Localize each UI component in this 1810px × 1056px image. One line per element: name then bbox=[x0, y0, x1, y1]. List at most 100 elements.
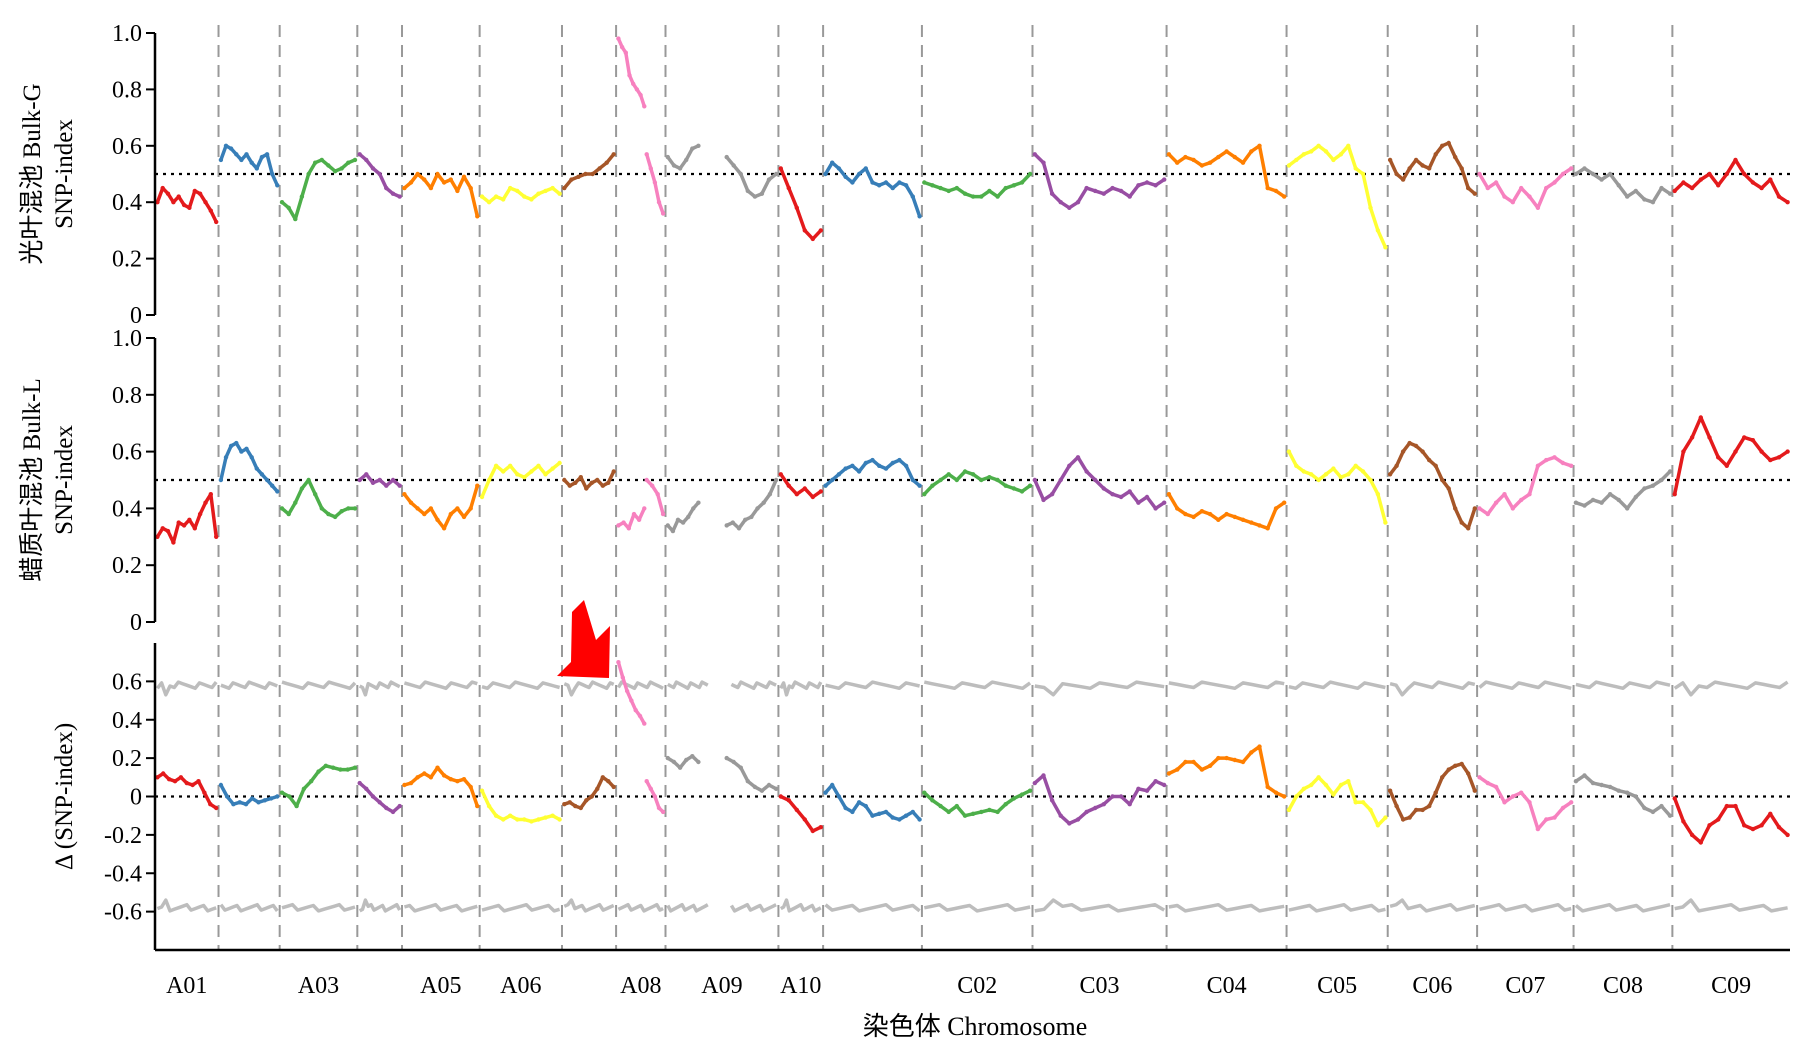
data-point bbox=[1041, 160, 1046, 165]
data-point bbox=[1067, 205, 1072, 210]
data-point bbox=[1573, 779, 1579, 784]
data-point bbox=[501, 197, 506, 202]
data-point bbox=[1166, 152, 1172, 157]
data-point bbox=[415, 775, 420, 780]
data-point bbox=[1368, 807, 1373, 813]
data-point bbox=[187, 205, 192, 210]
data-point bbox=[299, 486, 305, 491]
data-point bbox=[1110, 794, 1115, 799]
threshold-line-lower bbox=[923, 902, 1031, 913]
data-point bbox=[1519, 790, 1524, 795]
data-point bbox=[856, 469, 862, 474]
data-point bbox=[1224, 755, 1229, 761]
data-point bbox=[652, 794, 658, 799]
data-point bbox=[475, 214, 480, 219]
data-point bbox=[171, 200, 176, 205]
data-point bbox=[818, 489, 823, 494]
data-point bbox=[917, 483, 922, 488]
data-point bbox=[1759, 823, 1764, 828]
data-point bbox=[766, 782, 772, 788]
data-point bbox=[557, 817, 562, 822]
data-point bbox=[917, 214, 922, 219]
data-point bbox=[897, 817, 902, 822]
data-point bbox=[731, 759, 736, 765]
data-point bbox=[1625, 506, 1630, 511]
data-point bbox=[1084, 809, 1089, 815]
data-point bbox=[1191, 157, 1196, 163]
chromosome-tick-label: C08 bbox=[1603, 973, 1643, 999]
data-point bbox=[562, 185, 567, 191]
data-point bbox=[1544, 457, 1549, 463]
data-point bbox=[1659, 803, 1664, 809]
data-point bbox=[286, 511, 291, 517]
data-point bbox=[1733, 449, 1738, 454]
threshold-line-lower bbox=[1168, 902, 1285, 913]
y-tick-label: 1.0 bbox=[112, 21, 142, 47]
data-point bbox=[730, 520, 735, 525]
data-point bbox=[1240, 517, 1246, 522]
threshold-line-lower bbox=[824, 902, 921, 913]
data-point bbox=[1294, 463, 1299, 468]
data-point bbox=[1019, 489, 1025, 494]
data-point bbox=[696, 759, 701, 765]
data-point bbox=[1353, 463, 1358, 468]
data-point bbox=[1127, 802, 1132, 807]
data-point bbox=[656, 200, 662, 205]
threshold-line-upper bbox=[730, 680, 777, 691]
chromosome-tick-label: A09 bbox=[701, 973, 742, 999]
data-point bbox=[1642, 486, 1647, 491]
data-point bbox=[584, 486, 589, 491]
data-point bbox=[1011, 486, 1017, 491]
data-point bbox=[778, 794, 783, 799]
series-bulk-g-c05 bbox=[1287, 144, 1388, 250]
data-point bbox=[1733, 157, 1738, 163]
data-point bbox=[1625, 790, 1630, 795]
data-point bbox=[1552, 815, 1557, 820]
data-point bbox=[550, 466, 555, 471]
data-point bbox=[850, 463, 855, 468]
data-point bbox=[1032, 780, 1038, 786]
data-point bbox=[1768, 457, 1773, 463]
data-point bbox=[1590, 171, 1596, 177]
data-point bbox=[1672, 796, 1677, 801]
data-point bbox=[202, 790, 207, 795]
data-point bbox=[224, 794, 230, 799]
data-point bbox=[543, 815, 548, 820]
threshold-line-upper bbox=[666, 680, 709, 691]
data-point bbox=[352, 157, 358, 163]
data-point bbox=[1733, 803, 1738, 809]
data-point bbox=[962, 191, 968, 196]
data-point bbox=[736, 526, 742, 531]
data-point bbox=[1776, 194, 1782, 199]
data-point bbox=[786, 483, 791, 488]
data-point bbox=[197, 191, 203, 196]
data-point bbox=[823, 790, 828, 795]
data-series bbox=[155, 36, 1790, 845]
data-point bbox=[1599, 500, 1604, 505]
threshold-line-upper bbox=[358, 680, 401, 697]
data-point bbox=[1199, 163, 1205, 168]
data-point bbox=[1309, 782, 1314, 788]
data-point bbox=[536, 191, 541, 196]
series-delta-a06 bbox=[480, 788, 562, 824]
chromosome-tick-label: A10 bbox=[780, 973, 821, 999]
data-point bbox=[1101, 486, 1107, 491]
data-point bbox=[1387, 788, 1393, 793]
threshold-line-upper bbox=[825, 680, 921, 691]
data-point bbox=[1785, 200, 1790, 205]
series-delta-c05 bbox=[1287, 775, 1388, 828]
data-point bbox=[1383, 520, 1388, 525]
data-point bbox=[856, 171, 862, 177]
data-point bbox=[675, 517, 681, 522]
data-point bbox=[357, 477, 362, 483]
data-point bbox=[1689, 435, 1695, 440]
data-point bbox=[377, 171, 382, 177]
data-point bbox=[1058, 200, 1063, 205]
data-point bbox=[600, 483, 605, 488]
data-point bbox=[877, 463, 882, 468]
data-point bbox=[1400, 177, 1406, 182]
data-point bbox=[250, 796, 255, 801]
data-point bbox=[1544, 185, 1549, 191]
data-point bbox=[501, 817, 506, 822]
